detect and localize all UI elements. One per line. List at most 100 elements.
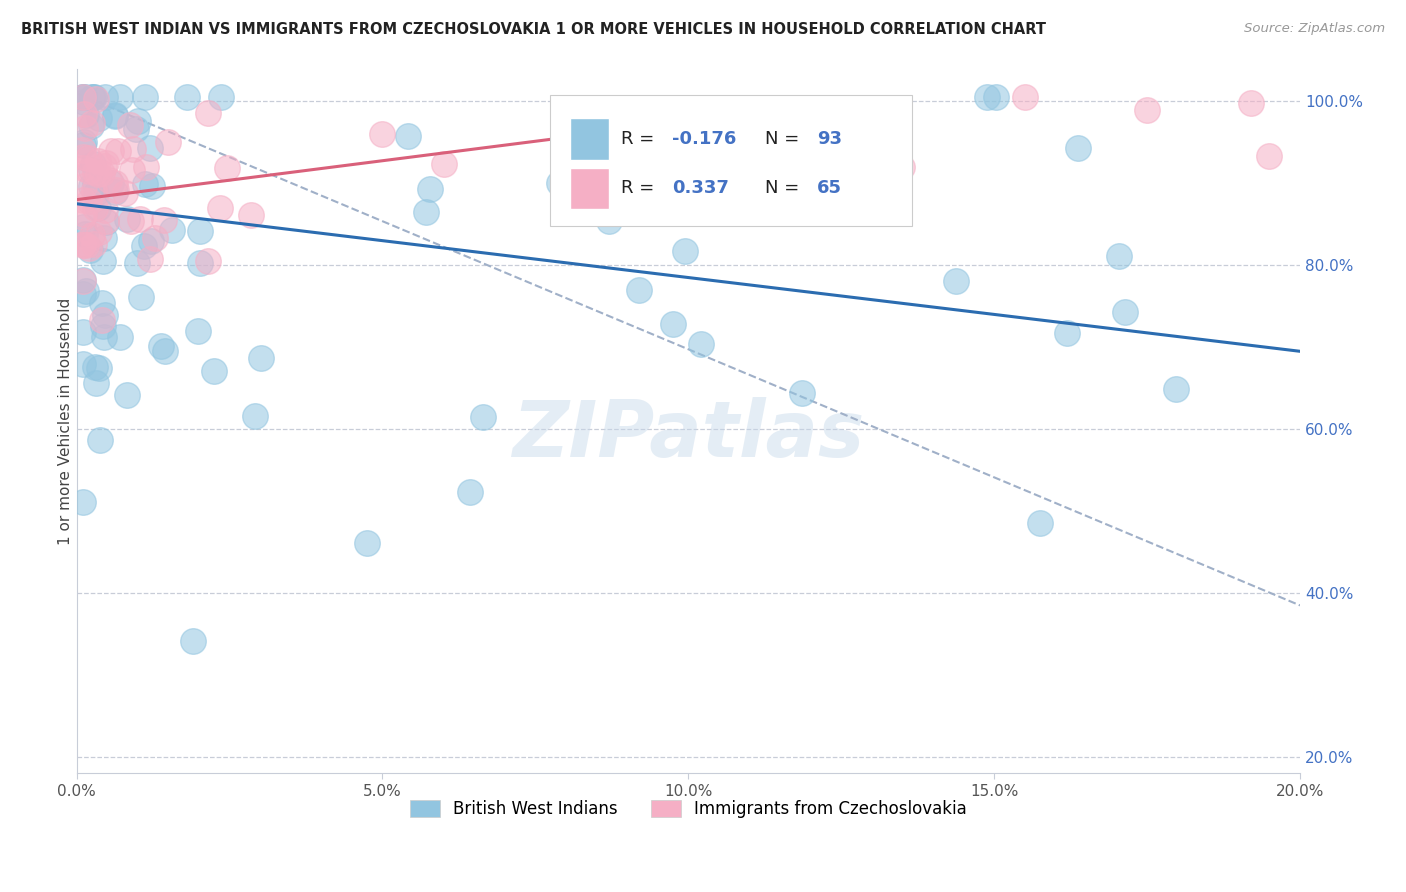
Point [73,95,96,109]
Point [79,194,101,209]
Point [627,283,650,297]
Point [87,167,110,181]
Point [93,330,115,344]
Point [115,388,138,402]
Point [75,107,97,121]
Point [84,165,107,179]
Point [83,359,105,374]
Point [72,144,94,158]
FancyBboxPatch shape [569,119,609,160]
Point [115,212,138,227]
Text: R =: R = [621,179,659,197]
Point [87,201,110,215]
Point [77,151,100,165]
Point [80,120,103,134]
Point [83,236,105,251]
Point [141,235,163,249]
Point [107,144,129,158]
Point [91,313,114,327]
Point [72,210,94,224]
Point [187,324,209,338]
Point [976,90,998,104]
Point [396,129,419,144]
Point [73,227,96,242]
Point [1240,95,1263,110]
Point [87,153,110,168]
Point [202,364,225,378]
Point [77,164,100,178]
Point [80,179,103,194]
Text: 65: 65 [817,179,842,197]
Point [118,118,141,132]
Point [104,176,127,190]
Point [564,139,586,153]
Point [82,228,104,243]
Point [72,286,94,301]
Point [132,239,155,253]
Point [250,351,273,365]
Point [1014,90,1036,104]
Point [80,163,103,178]
Text: BRITISH WEST INDIAN VS IMMIGRANTS FROM CZECHOSLOVAKIA 1 OR MORE VEHICLES IN HOUS: BRITISH WEST INDIAN VS IMMIGRANTS FROM C… [21,22,1046,37]
Point [75,285,97,299]
Point [72,357,94,371]
Point [94,308,117,322]
Point [73,207,96,221]
Point [72,495,94,509]
Point [97,173,120,187]
Point [84,186,107,200]
Point [188,224,211,238]
Point [125,256,148,270]
Point [72,90,94,104]
Point [72,149,94,163]
Point [240,208,263,222]
Point [153,213,176,227]
Point [114,186,136,201]
Point [662,317,685,331]
Point [79,243,101,257]
Point [1258,149,1281,163]
Point [209,90,232,104]
Point [104,183,127,197]
Point [243,409,266,423]
Point [197,106,219,120]
Point [73,135,96,149]
Point [100,177,122,191]
Point [800,124,823,138]
Point [91,166,114,180]
Text: 93: 93 [817,130,842,148]
Point [125,122,148,136]
Point [134,90,156,104]
Point [209,201,232,215]
Y-axis label: 1 or more Vehicles in Household: 1 or more Vehicles in Household [58,297,73,545]
Point [458,484,481,499]
Point [176,90,198,104]
Point [127,113,149,128]
Point [678,147,700,161]
Point [72,274,94,288]
Point [72,237,94,252]
Point [139,140,162,154]
Text: Source: ZipAtlas.com: Source: ZipAtlas.com [1244,22,1385,36]
Text: -0.176: -0.176 [672,130,737,148]
Point [108,90,131,104]
Point [83,177,105,191]
Point [838,146,860,161]
Point [94,214,117,228]
Point [945,274,967,288]
Point [188,256,211,270]
Point [1029,516,1052,531]
Point [156,135,179,149]
Point [72,325,94,339]
Point [82,90,104,104]
FancyBboxPatch shape [569,168,609,209]
Point [83,183,105,197]
Point [690,337,713,351]
Point [141,179,163,194]
Point [1108,249,1130,263]
Text: N =: N = [765,179,806,197]
Point [134,177,156,191]
Point [75,238,97,252]
Point [72,90,94,104]
Point [80,116,103,130]
